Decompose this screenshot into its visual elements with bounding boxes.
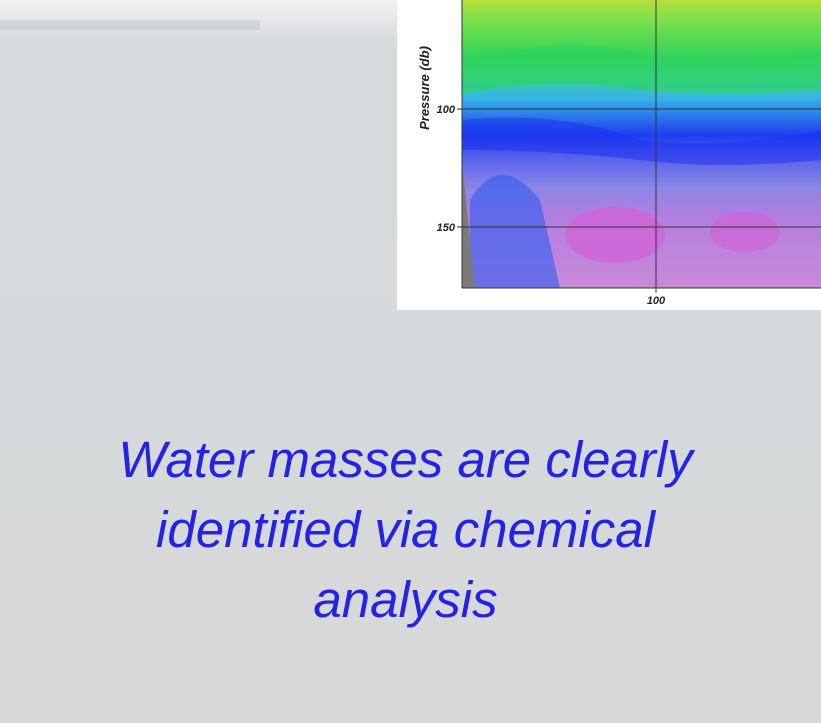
y-tick-label: 150	[437, 222, 456, 234]
caption-line: identified via chemical	[0, 495, 821, 565]
contour-blob	[710, 212, 780, 252]
contour-blob	[565, 207, 665, 263]
shore	[0, 20, 260, 30]
caption-line: analysis	[0, 565, 821, 635]
caption-line: Water masses are clearly	[0, 425, 821, 495]
x-tick-label: 100	[647, 295, 666, 307]
y-axis-label: Pressure (db)	[417, 46, 432, 130]
y-tick-label: 100	[437, 104, 456, 116]
caption: Water masses are clearly identified via …	[0, 425, 821, 635]
slide: 100 150 100 Pressure (db) Water masses a…	[0, 0, 821, 723]
